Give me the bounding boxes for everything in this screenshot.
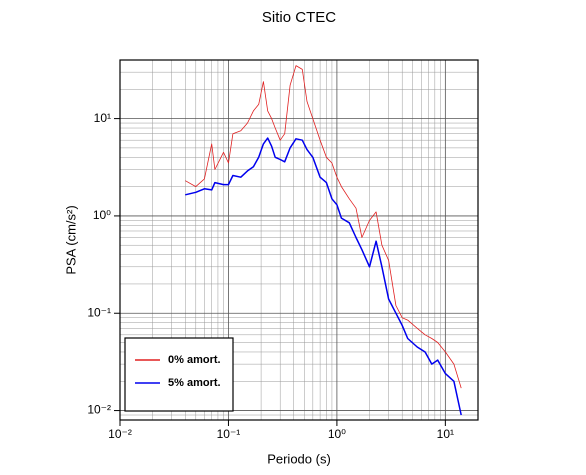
legend-label: 0% amort. — [168, 354, 221, 366]
x-tick-label: 10¹ — [437, 427, 454, 441]
plot-frame — [119, 59, 479, 421]
y-axis-label: PSA (cm/s²) — [63, 205, 78, 274]
series-line — [185, 137, 462, 416]
y-tick-label: 10¹ — [94, 111, 111, 125]
y-tick-label: 10⁻¹ — [87, 305, 111, 319]
y-tick-label: 10⁻² — [87, 403, 111, 417]
x-tick-label: 10⁻² — [108, 427, 132, 441]
x-axis-label: Periodo (s) — [267, 451, 331, 466]
series-line — [185, 65, 462, 389]
x-tick-label: 10⁰ — [328, 427, 346, 441]
legend-label: 5% amort. — [168, 377, 221, 389]
y-tick-label: 10⁰ — [93, 208, 111, 222]
x-tick-label: 10⁻¹ — [217, 427, 241, 441]
chart-title: Sitio CTEC — [262, 9, 336, 26]
legend-box — [124, 337, 234, 412]
